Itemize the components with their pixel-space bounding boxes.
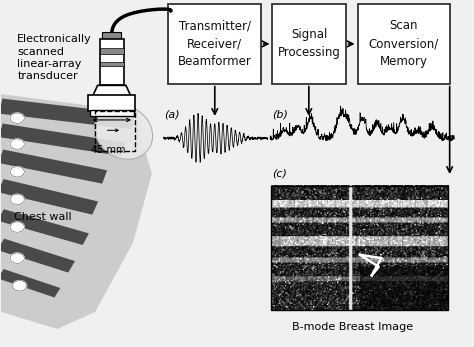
Bar <box>100 48 124 54</box>
Polygon shape <box>0 150 107 184</box>
Circle shape <box>10 253 24 263</box>
Polygon shape <box>0 269 60 297</box>
Bar <box>168 4 261 84</box>
Bar <box>100 39 124 85</box>
Polygon shape <box>0 209 89 245</box>
Circle shape <box>12 281 27 291</box>
Circle shape <box>10 167 24 177</box>
Circle shape <box>10 113 24 124</box>
Text: B-mode Breast Image: B-mode Breast Image <box>292 322 413 332</box>
Text: Transmitter/
Receiver/
Beamformer: Transmitter/ Receiver/ Beamformer <box>178 19 252 68</box>
Text: (b): (b) <box>273 110 288 120</box>
Bar <box>90 110 134 117</box>
Circle shape <box>10 194 24 205</box>
Bar <box>88 95 136 111</box>
Text: Electronically
scanned
linear-array
transducer: Electronically scanned linear-array tran… <box>17 34 92 81</box>
Bar <box>95 111 136 151</box>
Circle shape <box>10 139 24 149</box>
Text: Signal
Processing: Signal Processing <box>278 28 340 59</box>
Polygon shape <box>0 179 98 215</box>
Polygon shape <box>0 94 152 329</box>
Text: (a): (a) <box>164 110 179 120</box>
Text: Scan
Conversion/
Memory: Scan Conversion/ Memory <box>368 19 439 68</box>
Polygon shape <box>93 85 131 96</box>
Bar <box>273 4 346 84</box>
Polygon shape <box>0 99 135 129</box>
Ellipse shape <box>94 105 153 159</box>
Bar <box>271 186 448 310</box>
Bar <box>100 62 124 66</box>
Text: 45 mm: 45 mm <box>91 145 126 155</box>
Text: (c): (c) <box>273 169 287 179</box>
Bar <box>102 32 121 41</box>
Circle shape <box>10 222 24 232</box>
Polygon shape <box>0 124 126 156</box>
Polygon shape <box>0 239 75 272</box>
Bar <box>357 4 450 84</box>
Text: Chest wall: Chest wall <box>14 212 72 222</box>
